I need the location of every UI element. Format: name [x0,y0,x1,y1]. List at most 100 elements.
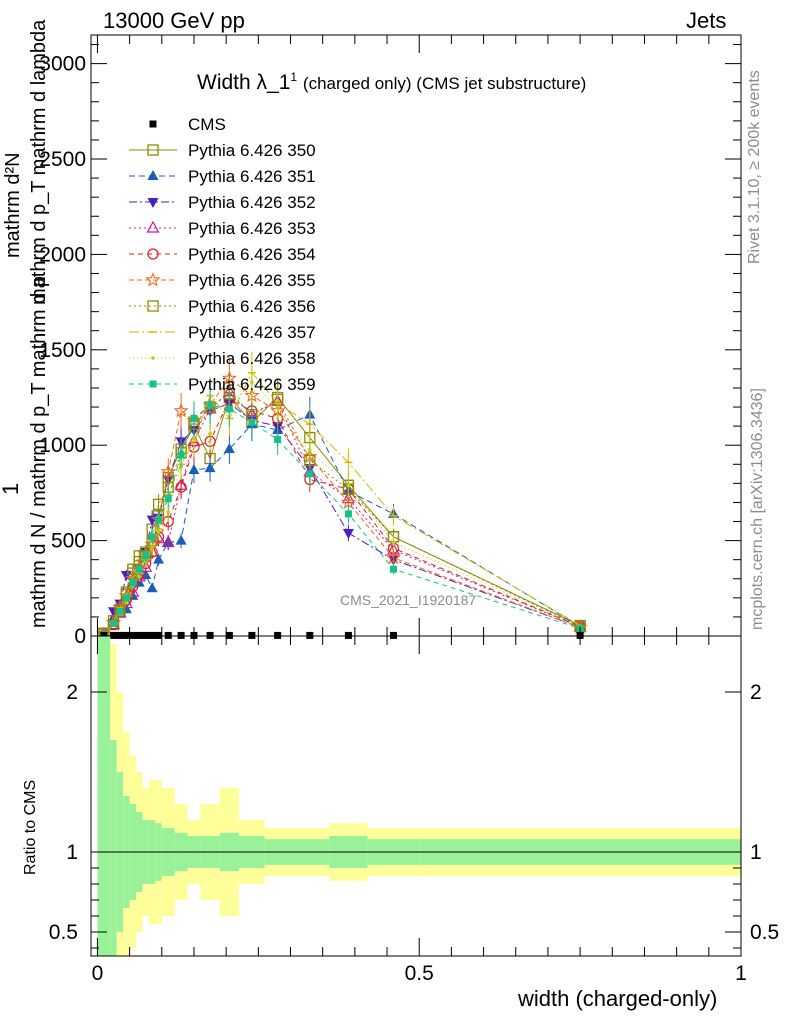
chart-title-main: Width λ_1 [197,71,291,94]
legend-label-cms: CMS [188,115,226,134]
mc-point [190,414,198,422]
cms-data-point [225,631,233,639]
mc-point [153,553,165,564]
mc-point [192,435,196,440]
legend-label: Pythia 6.426 359 [188,375,316,394]
mc-point [204,462,216,473]
legend-label: Pythia 6.426 356 [188,297,316,316]
ratio-plot-frame [90,635,742,957]
cms-data-point [135,631,143,639]
mc-point [250,380,254,385]
x-tick-label: 0 [92,962,104,985]
ratio-y-tick-label: 0.5 [49,921,78,944]
legend-marker [147,170,159,180]
ratio-inner-band-bin [110,740,117,956]
mc-point [308,449,312,453]
mc-point [156,529,161,533]
mc-point [148,533,156,541]
mc-point [164,495,172,503]
mc-point [274,435,282,443]
legend-marker [147,300,159,312]
cms-data-point [248,631,256,639]
chart-title-suffix: (charged only) (CMS jet substructure) [302,74,587,93]
y-axis-label-numerator: mathrm d²N [2,152,24,258]
legend-marker [147,144,159,156]
mc-point [344,510,352,518]
mc-point [108,607,120,618]
cms-data-point [122,631,130,639]
chart-title: Width λ_11 (charged only) (CMS jet subst… [197,70,586,95]
mc-point [135,565,143,573]
mc-point [155,516,163,524]
header-right-label: Jets [686,8,727,33]
main-y-tick-label: 2000 [39,243,86,266]
ratio-inner-band-bin [97,636,111,956]
rivet-label: Rivet 3.1.10, ≥ 200k events [746,70,763,264]
legend-label: Pythia 6.426 351 [188,167,316,186]
mc-point [150,546,154,551]
ratio-y-tick-label: 1 [66,841,78,864]
cms-data-point [148,631,156,639]
legend-marker [149,380,157,388]
x-tick-label: 0.5 [405,962,434,985]
mc-point [120,570,132,581]
mc-point [161,535,175,548]
ratio-bands-layer [91,636,741,956]
legend-marker-cms [149,120,157,128]
cms-data-point [306,631,314,639]
y-axis-label-bottom: mathrm d N / mathrm d p_T mathrm d p [28,276,50,628]
mc-series-line [103,371,581,635]
mc-series-line [103,398,581,636]
mc-point [225,405,233,413]
cms-points-layer [100,631,584,639]
cms-data-point [116,631,124,639]
mc-point [146,515,158,526]
ratio-y-tick-label-right: 0.5 [750,921,779,944]
mc-point [116,607,124,615]
mc-point [177,451,185,459]
cms-data-point [389,631,397,639]
cms-data-point [164,631,172,639]
cms-data-point [129,631,137,639]
mc-point [122,594,130,602]
chart-title-sup: 1 [290,70,298,84]
mc-point [129,579,137,587]
mc-point [146,582,158,593]
watermark: CMS_2021_I1920187 [340,592,477,608]
mc-point [142,552,150,560]
mc-point [175,534,187,545]
legend-label: Pythia 6.426 354 [188,245,316,264]
mc-point [248,418,256,426]
mc-point [206,401,214,409]
legend: CMS Pythia 6.426 350 Pythia 6.426 351 Pythi… [129,115,316,394]
ratio-y-tick-label-right: 2 [750,681,762,704]
cms-data-point [274,631,282,639]
mc-point [137,575,142,579]
cms-data-point [142,631,150,639]
legend-marker [145,271,161,287]
mc-point [152,498,165,511]
cms-data-point [110,631,118,639]
ratio-y-tick-label: 2 [66,681,78,704]
legend-marker [147,198,159,208]
main-y-tick-label: 3000 [39,53,86,76]
mc-point [208,431,212,436]
main-y-tick-label: 1000 [39,434,86,457]
cms-data-point [155,631,163,639]
legend-marker [146,220,160,233]
mc-point [306,470,314,478]
main-y-tick-label: 1500 [39,339,86,362]
legend-label: Pythia 6.426 358 [188,349,316,368]
mc-point [389,565,397,573]
mc-point [223,443,235,454]
main-y-tick-label: 2500 [39,148,86,171]
cms-data-point [206,631,214,639]
mc-point [166,510,171,514]
y-axis-label-prefix: 1 [0,482,23,495]
mc-point [110,620,118,628]
mc-point [175,481,187,493]
mcplots-label: mcplots.cern.ch [arXiv:1306.3436] [749,388,766,630]
legend-label: Pythia 6.426 350 [188,141,316,160]
legend-marker [147,248,159,260]
